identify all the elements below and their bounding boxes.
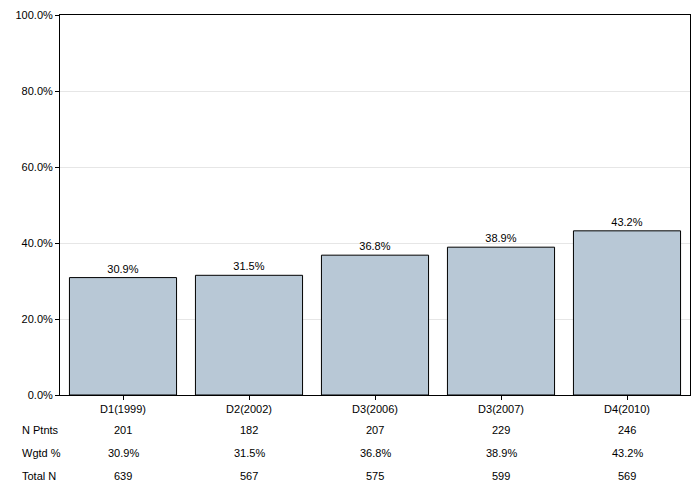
svg-text:80.0%: 80.0% — [22, 85, 53, 97]
svg-text:Wgtd %: Wgtd % — [22, 447, 61, 459]
svg-text:43.2%: 43.2% — [612, 447, 643, 459]
svg-text:30.9%: 30.9% — [108, 447, 139, 459]
svg-text:229: 229 — [492, 424, 510, 436]
svg-text:201: 201 — [114, 424, 132, 436]
svg-text:569: 569 — [618, 470, 636, 482]
svg-text:D4(2010): D4(2010) — [604, 403, 650, 415]
svg-text:N Ptnts: N Ptnts — [22, 424, 59, 436]
svg-text:246: 246 — [618, 424, 636, 436]
svg-text:0.0%: 0.0% — [28, 389, 53, 401]
svg-text:38.9%: 38.9% — [485, 232, 516, 244]
svg-text:Total N: Total N — [22, 470, 56, 482]
svg-text:567: 567 — [240, 470, 258, 482]
svg-text:182: 182 — [240, 424, 258, 436]
svg-text:36.8%: 36.8% — [360, 447, 391, 459]
svg-text:30.9%: 30.9% — [107, 263, 138, 275]
svg-text:43.2%: 43.2% — [611, 216, 642, 228]
svg-text:D2(2002): D2(2002) — [226, 403, 272, 415]
svg-text:38.9%: 38.9% — [486, 447, 517, 459]
svg-text:599: 599 — [492, 470, 510, 482]
svg-text:20.0%: 20.0% — [22, 313, 53, 325]
svg-text:36.8%: 36.8% — [359, 240, 390, 252]
svg-text:D3(2006): D3(2006) — [352, 403, 398, 415]
svg-text:100.0%: 100.0% — [15, 9, 53, 21]
svg-text:D3(2007): D3(2007) — [478, 403, 524, 415]
svg-text:575: 575 — [366, 470, 384, 482]
svg-text:60.0%: 60.0% — [22, 161, 53, 173]
svg-text:40.0%: 40.0% — [22, 237, 53, 249]
svg-text:31.5%: 31.5% — [233, 260, 264, 272]
svg-text:207: 207 — [366, 424, 384, 436]
svg-text:D1(1999): D1(1999) — [100, 403, 146, 415]
svg-text:639: 639 — [114, 470, 132, 482]
svg-text:31.5%: 31.5% — [234, 447, 265, 459]
